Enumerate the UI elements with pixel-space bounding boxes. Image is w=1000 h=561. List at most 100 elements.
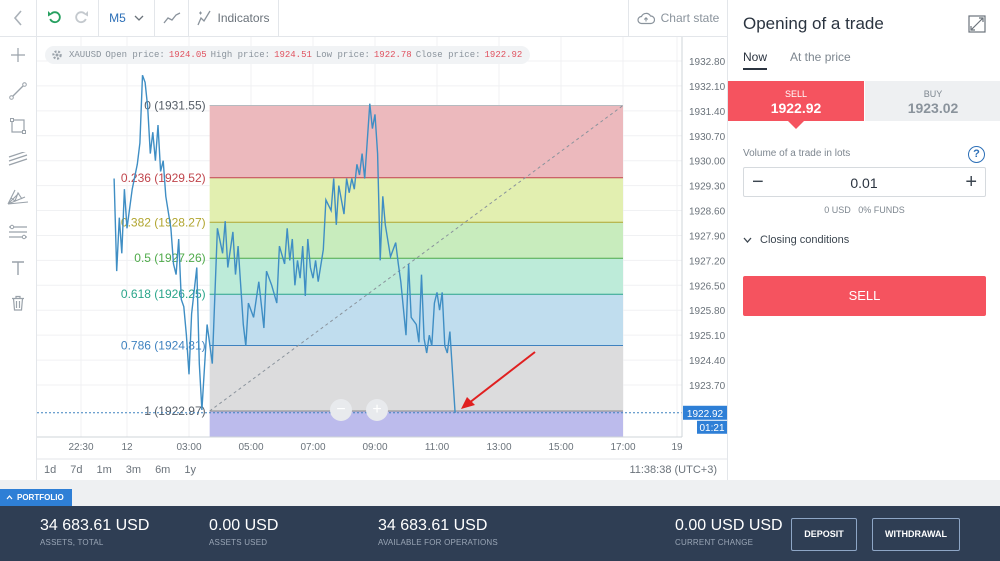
assets-used-value: 0.00 USD [209,517,279,534]
x-tick-label: 13:00 [486,442,511,453]
cloud-icon [637,12,655,24]
zoom-out-button[interactable]: − [330,399,352,421]
closing-conditions-toggle[interactable]: Closing conditions [743,234,849,246]
candle-timer-tag-bg [697,420,727,434]
fib-band-0.618 [209,294,623,346]
back-button[interactable] [0,0,37,37]
ohlc-legend: XAUUSD Open price: 1924.05 High price: 1… [45,46,531,64]
channel-icon [8,152,28,166]
fib-band-0.236 [209,177,623,223]
fib-retracement-tool[interactable] [5,219,31,245]
volume-input[interactable] [814,175,914,191]
y-tick-label: 1932.10 [689,82,726,93]
crosshair-icon [11,48,25,62]
available-label: AVAILABLE FOR OPERATIONS [378,538,498,547]
sell-button[interactable]: SELL [743,276,986,316]
timeframe-select[interactable]: M5 [99,0,155,37]
volume-increase-button[interactable]: + [965,171,977,193]
text-tool-icon [12,261,24,275]
trendline-icon [9,82,27,100]
rectangle-tool[interactable] [5,113,31,139]
chart-state-label: Chart state [660,11,720,25]
account-footer: 34 683.61 USD ASSETS, TOTAL 0.00 USD ASS… [0,506,1000,561]
closing-conditions-label: Closing conditions [760,234,850,246]
sell-side-selector[interactable]: SELL 1922.92 [728,81,864,129]
buy-side-selector[interactable]: BUY 1923.02 [865,81,1000,121]
timeframe-value: M5 [109,11,126,25]
server-clock: 11:38:38 (UTC+3) [629,464,717,476]
fib-band-1 [209,410,623,437]
expand-panel-button[interactable] [968,15,986,38]
deposit-button[interactable]: DEPOSIT [791,518,857,551]
legend-open-value: 1924.05 [168,50,207,60]
fib-band-0.786 [209,345,623,411]
volume-stepper: − + [743,167,986,197]
help-icon[interactable]: ? [968,146,985,163]
channel-tool[interactable] [5,147,31,173]
range-1y[interactable]: 1y [184,464,196,476]
chart-type-button[interactable] [155,0,189,37]
undo-icon [47,10,61,23]
redo-button[interactable] [73,9,89,28]
fib-fan-tool[interactable] [5,183,31,209]
toolbar-spacer [279,0,629,37]
chart-toolbar: M5 Indicators Chart state [0,0,727,37]
legend-close-label: Close price: [415,50,481,60]
range-6m[interactable]: 6m [155,464,171,476]
range-1d[interactable]: 1d [44,464,57,476]
chevron-down-icon [134,15,144,21]
fib-band-0.382 [209,222,623,259]
range-7d[interactable]: 7d [70,464,83,476]
price-chart[interactable]: 0 (1931.55) 0.236 (1929.52) 0.382 (1928.27… [37,37,727,480]
x-tick-label: 17:00 [610,442,635,453]
legend-high-label: High price: [210,50,271,60]
volume-decrease-button[interactable]: − [752,171,764,193]
assets-used-label: ASSETS USED [209,538,268,547]
x-tick-label: 15:00 [548,442,573,453]
y-tick-label: 1930.00 [689,157,726,168]
legend-low-value: 1922.78 [373,50,412,60]
gear-icon[interactable] [51,49,63,61]
price-series-line [113,74,456,413]
fib-trend-line [209,105,624,412]
range-selector: 1d 7d 1m 3m 6m 1y [37,460,203,480]
sell-side-label: SELL [784,89,808,99]
legend-symbol: XAUUSD [69,50,102,60]
chevron-down-icon [743,237,752,243]
redo-icon [74,10,88,23]
x-tick-label: 05:00 [238,442,263,453]
current-change-value: 0.00 USD USD [675,517,783,534]
x-tick-label: 22:30 [68,442,93,453]
undo-button[interactable] [47,9,63,28]
zoom-in-button[interactable]: + [366,399,388,421]
delete-drawings-tool[interactable] [5,290,31,316]
withdrawal-button[interactable]: WITHDRAWAL [872,518,960,551]
crosshair-tool[interactable] [5,42,31,68]
tab-now[interactable]: Now [743,50,768,70]
portfolio-tab[interactable]: PORTFOLIO [0,489,72,506]
chart-state-button[interactable]: Chart state [629,0,727,37]
current-price-tag: 1922.92 [687,409,724,420]
buy-price: 1923.02 [907,100,959,116]
assets-total-value: 34 683.61 USD [40,517,150,534]
panel-title: Opening of a trade [743,14,884,33]
indicators-button[interactable]: Indicators [189,0,279,37]
assets-total: 34 683.61 USD ASSETS, TOTAL [40,517,149,547]
sell-price: 1922.92 [770,100,822,116]
fib-level-label-1: 1 (1922.97) [144,404,205,418]
y-tick-label: 1925.80 [689,306,726,317]
portfolio-tab-label: PORTFOLIO [17,493,64,502]
trendline-tool[interactable] [5,78,31,104]
volume-funds-info: 0 USD 0% FUNDS [824,205,905,215]
range-3m[interactable]: 3m [125,464,142,476]
text-tool[interactable] [5,255,31,281]
trash-icon [12,295,24,311]
legend-close-value: 1922.92 [484,50,523,60]
range-1m[interactable]: 1m [96,464,112,476]
tab-at-the-price[interactable]: At the price [790,50,851,64]
fib-level-label-0.618: 0.618 (1926.25) [121,287,206,301]
y-tick-label: 1932.80 [689,57,726,68]
annotation-arrow-shaft [468,351,536,404]
portfolio-strip [0,480,1000,506]
